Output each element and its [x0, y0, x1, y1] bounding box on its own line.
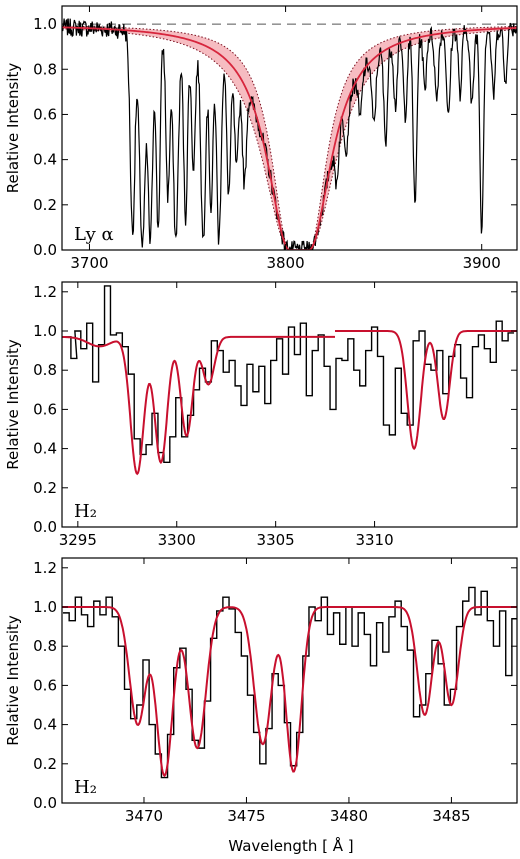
- x-tick-label: 3800: [266, 254, 304, 272]
- y-tick-label: 0.8: [33, 60, 57, 78]
- x-tick-label: 3480: [330, 807, 368, 825]
- observed-spectrum-steps: [64, 285, 515, 464]
- y-tick-label: 0.4: [33, 716, 57, 734]
- axes-frame: [61, 5, 518, 251]
- y-tick-label: 0.6: [33, 676, 57, 694]
- axes-frame: [61, 281, 518, 528]
- y-tick-label: 1.0: [33, 598, 57, 616]
- panel-3: 3470 3475 3480 3485 0.0 0.2 0.4 0.6 0.8 1.0 1.2 Rel…: [4, 557, 518, 825]
- panel-label: Ly α: [74, 224, 114, 245]
- observed-spectrum: [62, 18, 517, 250]
- x-tick-label: 3305: [257, 531, 295, 549]
- y-tick-label: 0.2: [33, 196, 57, 214]
- y-tick-label: 0.6: [33, 105, 57, 123]
- y-tick-label: 0.8: [33, 361, 57, 379]
- axes-frame: [61, 557, 518, 804]
- y-tick-label: 0.2: [33, 479, 57, 497]
- x-tick-label: 3485: [432, 807, 470, 825]
- y-tick-label: 0.0: [33, 241, 57, 259]
- panel-label: H₂: [74, 501, 97, 522]
- x-tick-label: 3310: [355, 531, 393, 549]
- y-axis-title: Relative Intensity: [4, 63, 22, 194]
- y-tick-label: 1.2: [33, 283, 57, 301]
- x-tick-label: 3475: [227, 807, 265, 825]
- y-tick-label: 0.4: [33, 440, 57, 458]
- y-tick-label: 0.2: [33, 755, 57, 773]
- panel-label: H₂: [74, 777, 97, 798]
- observed-spectrum-steps: [63, 586, 517, 779]
- y-tick-label: 0.0: [33, 518, 57, 536]
- plot-area: [62, 586, 517, 779]
- plot-area: [62, 285, 517, 476]
- y-tick-label: 0.6: [33, 400, 57, 418]
- y-tick-label: 0.8: [33, 637, 57, 655]
- x-tick-label: 3900: [463, 254, 501, 272]
- y-tick-label: 1.0: [33, 15, 57, 33]
- x-tick-label: 3470: [125, 807, 163, 825]
- x-tick-label: 3700: [70, 254, 108, 272]
- y-tick-label: 1.0: [33, 322, 57, 340]
- y-axis-title: Relative Intensity: [4, 615, 22, 746]
- x-tick-label: 3295: [59, 531, 97, 549]
- panel-1: 3700 3800 3900 0.0 0.2 0.4 0.6 0.8 1.0 Relative I…: [4, 5, 518, 272]
- h2-fit-curve: [62, 606, 517, 778]
- y-tick-label: 1.2: [33, 559, 57, 577]
- y-tick-label: 0.4: [33, 151, 57, 169]
- plot-area: [62, 18, 517, 250]
- panel-2: 3295 3300 3305 3310 0.0 0.2 0.4 0.6 0.8 1.0 1.2 Rel…: [4, 281, 518, 549]
- h2-fit-curve: [62, 330, 517, 476]
- y-axis-title: Relative Intensity: [4, 339, 22, 470]
- y-tick-label: 0.0: [33, 794, 57, 812]
- x-axis-title: Wavelength [ Å ]: [228, 836, 353, 855]
- voigt-fit-curve: [62, 26, 517, 250]
- x-tick-label: 3300: [158, 531, 196, 549]
